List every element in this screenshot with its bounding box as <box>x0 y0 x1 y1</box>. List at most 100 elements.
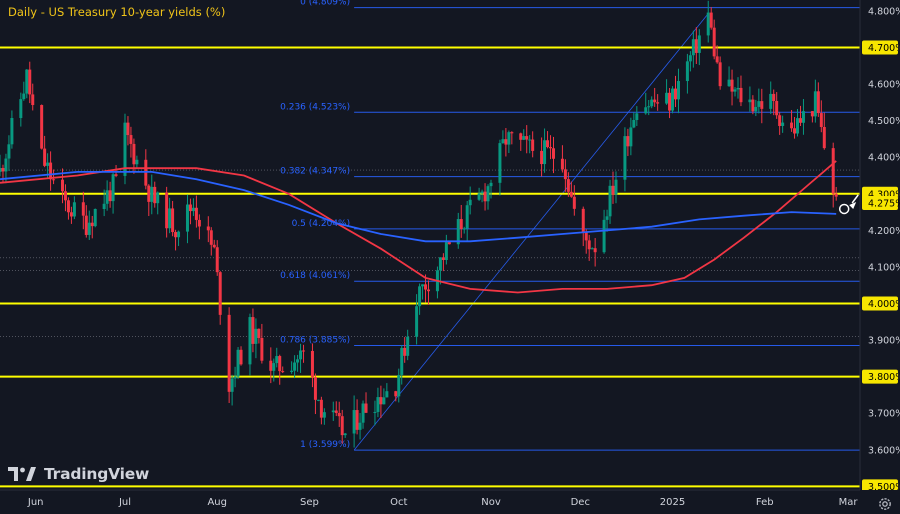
candle-body <box>540 150 544 165</box>
candle-body <box>72 202 76 217</box>
candle-body <box>543 140 547 165</box>
candle <box>248 313 252 376</box>
candle-body <box>93 208 97 227</box>
candle <box>111 172 115 214</box>
candle <box>123 113 127 185</box>
candle-body <box>525 136 529 140</box>
candle-body <box>209 230 213 245</box>
candle <box>290 361 294 374</box>
candle <box>676 68 680 114</box>
candle-body <box>123 122 127 176</box>
candle <box>587 234 591 261</box>
candle-body <box>340 416 344 436</box>
fib-level-label: 0.786 (3.885%) <box>280 336 350 346</box>
candle <box>168 197 172 234</box>
candle <box>644 92 648 115</box>
candle <box>712 19 716 60</box>
tradingview-logo-icon <box>8 467 36 481</box>
candle-body <box>668 92 672 111</box>
candle <box>209 227 213 256</box>
candle-body <box>733 89 737 92</box>
candle <box>299 343 303 373</box>
candle <box>239 346 243 366</box>
candle-body <box>822 126 826 149</box>
candle <box>40 104 44 150</box>
candle-body <box>563 169 567 180</box>
candle-body <box>272 363 276 371</box>
candle-body <box>569 191 573 197</box>
candle-body <box>251 317 255 344</box>
candle <box>156 191 160 215</box>
candle-body <box>697 35 701 53</box>
candle-body <box>584 232 588 241</box>
candle-body <box>403 347 407 356</box>
candle-body <box>108 190 112 202</box>
candle <box>334 401 338 417</box>
candle <box>694 27 698 65</box>
candle-body <box>299 350 303 360</box>
candle-body <box>248 317 252 365</box>
candle-body <box>215 247 219 273</box>
candle-body <box>269 360 273 371</box>
candle-body <box>69 212 73 217</box>
price-tick-label: 3.600% <box>868 445 900 456</box>
candle-body <box>623 136 627 180</box>
candle <box>403 337 407 363</box>
tradingview-logo[interactable]: TradingView <box>8 465 149 483</box>
candle <box>382 388 386 405</box>
candle <box>337 401 341 427</box>
candle <box>165 186 169 238</box>
time-tick-label: Dec <box>571 497 590 508</box>
candle-body <box>602 219 606 253</box>
candle-body <box>572 196 576 209</box>
candle <box>227 307 231 404</box>
price-tick-label: 4.600% <box>868 80 900 91</box>
candle-body <box>49 162 53 180</box>
price-tick-label: 3.700% <box>868 409 900 420</box>
candle-body <box>174 232 178 238</box>
candle <box>316 399 320 402</box>
candle <box>206 216 210 243</box>
candle-body <box>748 99 752 103</box>
candle <box>441 253 445 272</box>
candle <box>757 88 761 114</box>
gear-icon[interactable] <box>877 496 893 512</box>
candlesticks <box>0 0 838 448</box>
candle-body <box>819 113 823 127</box>
candle-body <box>382 397 386 405</box>
candle-body <box>406 336 410 356</box>
candle-body <box>63 191 67 201</box>
candle <box>819 100 823 133</box>
candle-body <box>236 349 240 377</box>
candle <box>816 82 820 117</box>
candle <box>468 186 472 215</box>
candle-body <box>418 286 422 307</box>
current-price-marker <box>838 203 850 215</box>
time-tick-label: Mar <box>839 497 859 508</box>
fib-level-label: 0.236 (4.523%) <box>280 102 350 112</box>
candle <box>150 174 154 215</box>
candle <box>0 154 2 177</box>
candle <box>793 116 797 139</box>
fib-level-label: 0.618 (4.061%) <box>280 271 350 281</box>
candle <box>671 86 675 114</box>
candle <box>63 184 67 212</box>
candle-body <box>671 88 675 111</box>
candle-body <box>528 139 532 141</box>
fib-level-label: 0.382 (4.347%) <box>280 167 350 177</box>
candle <box>28 61 32 104</box>
candle <box>733 87 737 97</box>
candle-body <box>522 136 526 140</box>
level-price-tag <box>862 479 898 494</box>
candle <box>31 83 35 111</box>
candle <box>834 186 838 201</box>
candle <box>754 99 758 117</box>
candle-body <box>400 347 404 375</box>
candle-body <box>590 248 594 250</box>
candle-body <box>456 219 460 245</box>
candle-body <box>316 399 320 401</box>
candle-body <box>126 122 130 136</box>
candle-body <box>156 192 160 204</box>
candle-body <box>87 222 91 235</box>
